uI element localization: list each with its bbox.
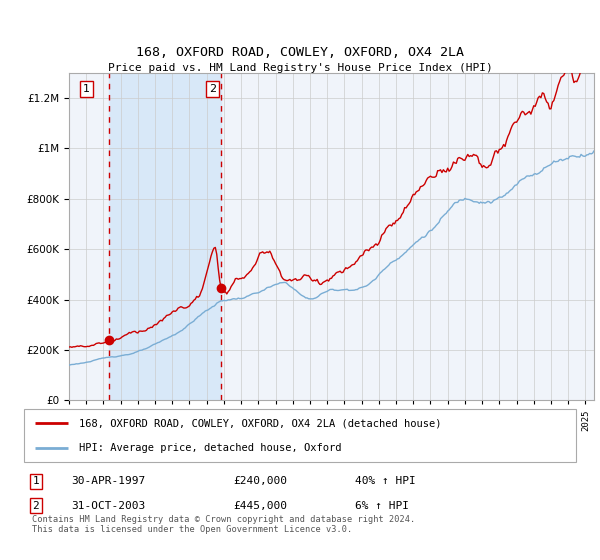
Text: Price paid vs. HM Land Registry's House Price Index (HPI): Price paid vs. HM Land Registry's House … xyxy=(107,63,493,73)
Text: 1: 1 xyxy=(83,84,90,94)
Text: 1: 1 xyxy=(32,477,39,487)
Text: £445,000: £445,000 xyxy=(234,501,288,511)
FancyBboxPatch shape xyxy=(24,409,576,462)
Text: HPI: Average price, detached house, Oxford: HPI: Average price, detached house, Oxfo… xyxy=(79,442,342,452)
Text: Contains HM Land Registry data © Crown copyright and database right 2024.
This d: Contains HM Land Registry data © Crown c… xyxy=(32,515,416,534)
Text: 2: 2 xyxy=(209,84,216,94)
Text: 30-APR-1997: 30-APR-1997 xyxy=(71,477,145,487)
Text: 168, OXFORD ROAD, COWLEY, OXFORD, OX4 2LA: 168, OXFORD ROAD, COWLEY, OXFORD, OX4 2L… xyxy=(136,46,464,59)
Text: £240,000: £240,000 xyxy=(234,477,288,487)
Bar xyxy=(109,73,221,400)
Text: 40% ↑ HPI: 40% ↑ HPI xyxy=(355,477,416,487)
Text: 2: 2 xyxy=(32,501,39,511)
Text: 6% ↑ HPI: 6% ↑ HPI xyxy=(355,501,409,511)
Text: 168, OXFORD ROAD, COWLEY, OXFORD, OX4 2LA (detached house): 168, OXFORD ROAD, COWLEY, OXFORD, OX4 2L… xyxy=(79,418,442,428)
Text: 31-OCT-2003: 31-OCT-2003 xyxy=(71,501,145,511)
